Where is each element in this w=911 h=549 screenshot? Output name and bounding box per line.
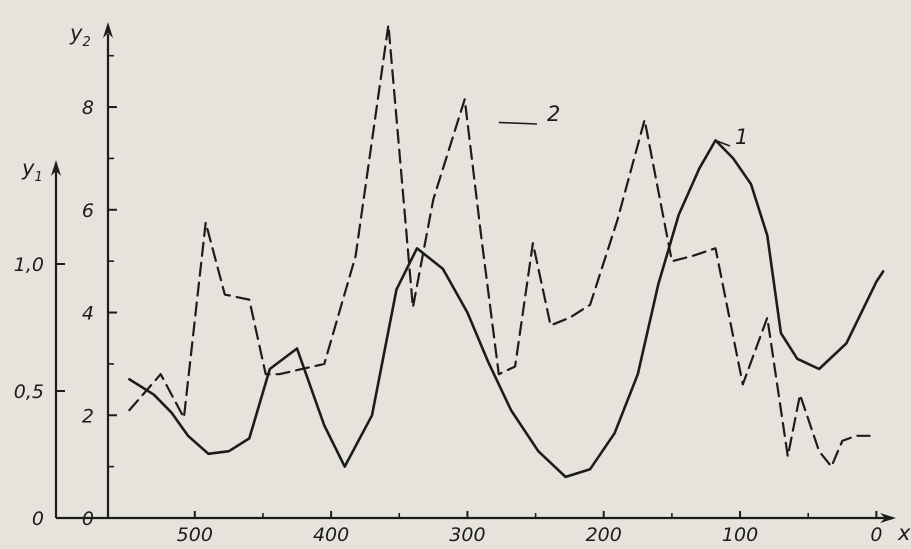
series-line-1 (128, 139, 885, 479)
annotation-label-1: 1 (735, 125, 748, 149)
x-tick-label: 500 (177, 524, 213, 546)
annotation-leader-2 (498, 121, 538, 125)
x-tick-label: 100 (722, 524, 758, 546)
x-tick-label: 400 (313, 524, 349, 546)
y1-tick-label: 0,5 (14, 381, 44, 403)
series-group (128, 23, 885, 479)
x-axis-title: x (897, 521, 911, 545)
series-line-2 (128, 23, 871, 468)
y2-tick-label: 6 (82, 200, 94, 222)
x-tick-label: 200 (586, 524, 622, 546)
y2-tick-label: 8 (82, 97, 94, 119)
y1-axis-arrow (51, 160, 61, 176)
y1-tick-label: 0 (32, 508, 44, 530)
annotations-group: 21 (498, 102, 748, 149)
annotation-leader-1 (715, 139, 731, 147)
x-tick-label: 0 (870, 524, 882, 546)
y2-axis-subscript: 2 (82, 35, 90, 50)
y2-axis-arrow (103, 22, 113, 38)
x-tick-label: 300 (449, 524, 485, 546)
annotation-label-2: 2 (547, 102, 560, 126)
y1-tick-label: 1,0 (14, 254, 44, 276)
y2-tick-label: 0 (82, 508, 94, 530)
y2-tick-label: 4 (82, 303, 94, 325)
y2-tick-label: 2 (82, 405, 94, 427)
x-axis-arrow (880, 513, 896, 523)
y1-axis-subscript: 1 (34, 170, 42, 185)
